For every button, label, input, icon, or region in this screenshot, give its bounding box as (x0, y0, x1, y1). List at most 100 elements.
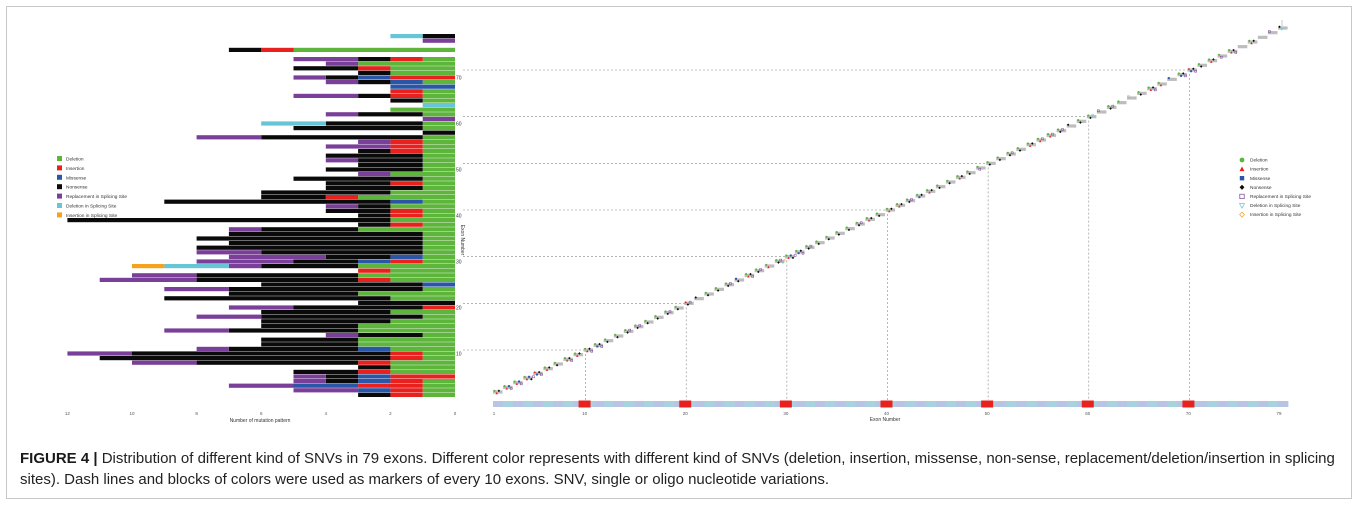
exon-x-tick-label: 79 (1276, 411, 1282, 416)
bar-exon-45-nonsense (261, 190, 391, 195)
legend-swatch-missense (57, 174, 62, 180)
bar-exon-39-deletion (390, 218, 455, 223)
bar-exon-76-insertion (261, 47, 294, 52)
bar-exon-32-deletion (422, 250, 455, 255)
bar-exon-43-deletion (422, 199, 455, 204)
bar-exon-47-insertion (390, 181, 423, 186)
marker-deletion (624, 329, 627, 332)
marker-replacement-splicing (1061, 128, 1064, 131)
bar-exon-11-missense (358, 346, 391, 351)
bar-exon-35-deletion (422, 236, 455, 241)
marker-nonsense (1031, 142, 1034, 145)
bar-exon-79-nonsense (422, 34, 455, 39)
exon-strip-band (895, 401, 906, 407)
marker-deletion (674, 305, 677, 308)
marker-replacement-splicing (801, 251, 805, 255)
exon-strip-band (1227, 401, 1239, 407)
marker-nonsense (900, 202, 903, 206)
marker-nonsense (1212, 58, 1215, 61)
marker-nonsense (920, 193, 923, 197)
marker-nonsense (1008, 153, 1012, 157)
marker-deletion (604, 338, 607, 341)
bar-exon-36-deletion (422, 231, 455, 236)
bar-exon-69-missense (390, 80, 423, 85)
legend-label: Deletion (1250, 158, 1268, 164)
exon-block-21 (694, 297, 704, 301)
bar-exon-54-deletion (422, 149, 455, 154)
marker-deletion (644, 319, 647, 322)
exon-x-tick-label: 30 (783, 411, 789, 416)
bar-exon-14-nonsense (358, 333, 423, 338)
marker-missense (918, 196, 921, 199)
exon-strip-band (1036, 401, 1047, 407)
marker-deletion (845, 226, 848, 229)
exon-strip-band (1247, 401, 1259, 407)
bar-exon-67-deletion (422, 89, 455, 94)
marker-deletion (543, 366, 546, 369)
exon-block-12 (603, 339, 614, 343)
legend-label: Replacement in Splicing Site (66, 194, 127, 200)
marker-replacement-splicing (1010, 151, 1014, 155)
exon-strip-marker-50 (981, 400, 994, 408)
marker-nonsense (968, 172, 971, 176)
marker-replacement-splicing (1268, 30, 1271, 33)
marker-replacement-splicing (1234, 51, 1238, 54)
bar-exon-72-insertion (358, 66, 391, 71)
legend-label: Insertion (66, 166, 85, 172)
marker-nonsense (791, 256, 795, 260)
marker-deletion (946, 179, 949, 182)
bar-exon-19-deletion (390, 310, 455, 315)
exon-strip-band (1096, 401, 1108, 407)
exon-block-68 (1167, 77, 1177, 81)
bar-exon-34-deletion (422, 241, 455, 246)
bar-exon-9-insertion (390, 356, 423, 361)
bar-exon-44-nonsense (261, 195, 326, 200)
exon-block-71 (1197, 63, 1208, 67)
bar-exon-15-nonsense (228, 328, 359, 333)
bar-chart-y-axis-title: Exon Number (459, 225, 465, 256)
marker-insertion (958, 177, 961, 180)
marker-replacement-splicing (1194, 69, 1197, 73)
exon-strip-band (613, 401, 625, 407)
bar-exon-4-replacement_splicing (293, 379, 326, 384)
marker-nonsense (827, 237, 831, 241)
marker-nonsense (1089, 116, 1092, 120)
exon-strip-band (754, 401, 766, 407)
bar-exon-2-insertion (390, 388, 423, 393)
bar-exon-4-missense (358, 379, 391, 384)
legend-label: Replacement in Splicing Site (1250, 194, 1311, 200)
exon-block-11 (593, 343, 604, 347)
bar-exon-21-nonsense (358, 300, 455, 305)
exon-x-tick-label: 60 (1085, 411, 1091, 416)
exon-block-17 (654, 315, 664, 319)
bar-exon-69-replacement_splicing (325, 80, 359, 85)
marker-nonsense (578, 352, 581, 355)
figure-caption: FIGURE 4 | Distribution of different kin… (20, 448, 1340, 490)
marker-replacement-splicing (1154, 88, 1157, 92)
exon-strip-band (905, 401, 916, 407)
marker-deletion (1177, 72, 1180, 75)
marker-missense (797, 252, 800, 255)
bar-exon-49-deletion (390, 172, 455, 177)
exon-block-30 (784, 255, 795, 259)
bar-exon-27-deletion (358, 273, 455, 278)
exon-block-22 (704, 292, 714, 296)
exon-x-tick-label: 70 (1186, 411, 1192, 416)
marker-deletion (1026, 142, 1029, 145)
legend-label: Deletion in Splicing Site (1250, 203, 1301, 209)
marker-deletion (503, 385, 506, 388)
bar-exon-71-deletion (390, 70, 455, 75)
exon-block-45 (935, 185, 946, 189)
bar-exon-14-deletion (422, 333, 455, 338)
exon-strip-band (794, 401, 806, 407)
bar-exon-14-replacement_splicing (325, 333, 359, 338)
bar-exon-29-nonsense (261, 264, 359, 269)
marker-nonsense (636, 326, 639, 330)
marker-insertion (525, 377, 529, 381)
bar-exon-7-nonsense (358, 365, 391, 370)
exon-strip-band (845, 401, 856, 407)
marker-insertion (1028, 144, 1032, 147)
marker-insertion (533, 370, 536, 374)
legend-label: Insertion (1250, 167, 1269, 173)
bar-exon-55-deletion (422, 144, 455, 149)
